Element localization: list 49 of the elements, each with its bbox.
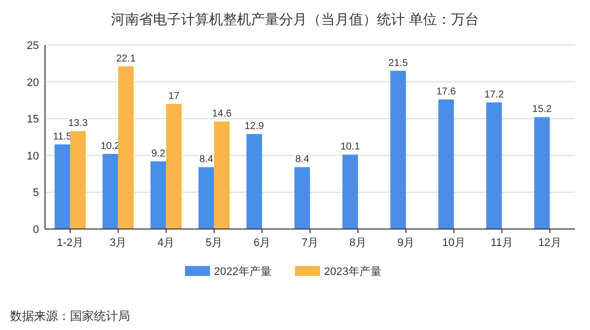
x-tick-label: 6月 [253,237,271,249]
data-label: 9.2 [151,148,166,160]
bar [198,167,214,229]
x-tick-label: 8月 [349,237,367,249]
bar [390,70,406,229]
x-tick-label: 10月 [442,237,466,249]
x-tick-label: 1-2月 [56,237,84,249]
x-tick-label: 12月 [538,237,562,249]
bar [118,66,134,229]
data-label: 10.1 [340,142,360,153]
x-tick-label: 11月 [490,237,514,249]
bar [438,99,454,229]
data-label: 17 [168,90,180,102]
data-label: 12.9 [244,121,264,132]
data-label: 15.2 [532,104,552,116]
chart-title: 河南省电子计算机整机产量分月（当月值）统计 单位：万台 [111,11,479,27]
bar [486,102,502,229]
y-tick-label: 0 [32,224,39,236]
bar [166,104,182,229]
data-label: 21.5 [388,58,408,69]
bar [246,134,262,229]
bar [294,167,310,229]
data-label: 22.1 [116,53,136,64]
data-label: 17.6 [436,86,456,98]
legend-label: 2023年产量 [324,265,382,278]
bar [54,144,70,229]
data-label: 13.3 [68,118,88,130]
bar [70,131,86,229]
y-tick-label: 5 [32,187,39,200]
x-tick-label: 3月 [110,237,127,249]
data-label: 8.4 [199,154,214,166]
source-note: 数据来源：国家统计局 [10,309,130,323]
x-tick-label: 7月 [301,237,319,249]
data-label: 14.6 [212,108,232,120]
bar [342,154,358,229]
x-tick-label: 5月 [206,237,223,249]
y-tick-label: 25 [26,40,39,52]
bar [102,154,118,229]
bar [534,117,550,229]
x-tick-label: 4月 [158,237,175,249]
data-label: 17.2 [484,89,504,100]
bar [214,122,230,229]
bar [150,161,166,229]
x-tick-label: 9月 [397,237,414,249]
legend-label: 2022年产量 [214,265,272,278]
y-tick-label: 15 [26,114,39,126]
y-tick-label: 10 [26,150,39,162]
y-tick-label: 20 [26,76,39,89]
data-label: 8.4 [295,154,310,166]
